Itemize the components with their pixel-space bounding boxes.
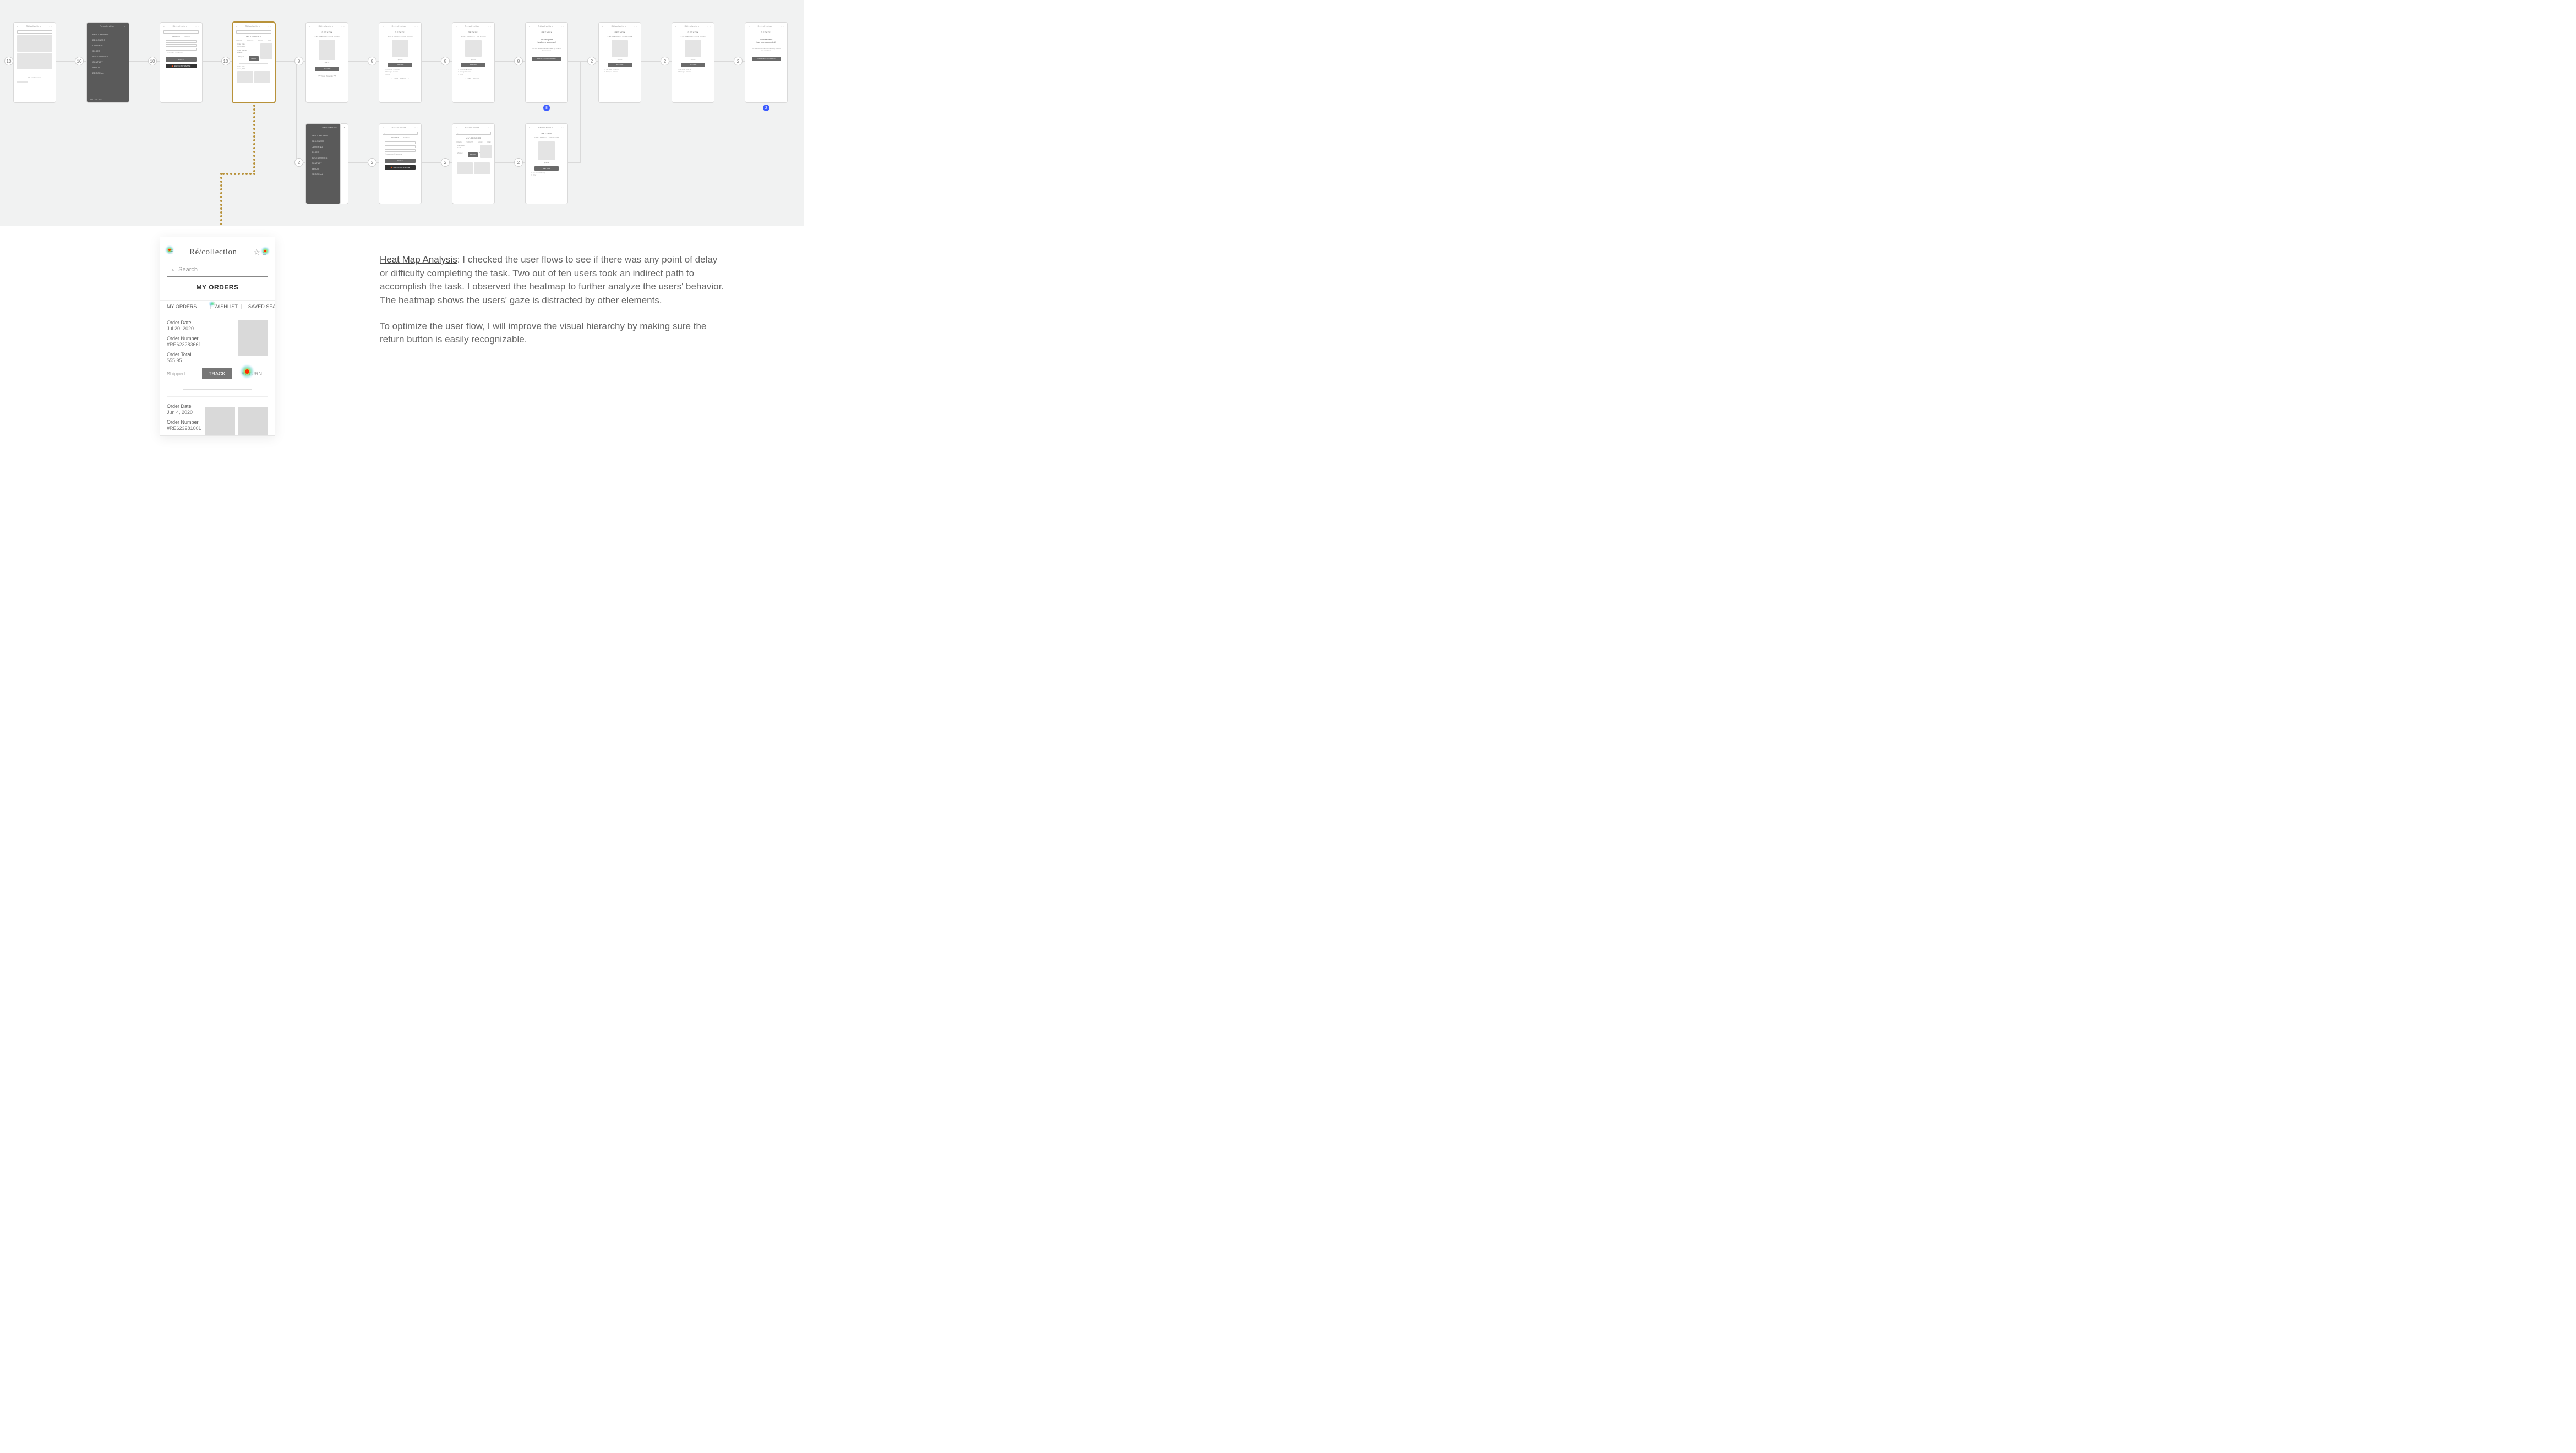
flow-screen-return-2: ≡Ré/collection☆ ⌂ RETURN STEP 1 REASON —… bbox=[379, 22, 422, 103]
flow-count-badge: 2 bbox=[368, 158, 376, 167]
flow-end-pin: 8 bbox=[543, 105, 550, 111]
flow-count-badge: 10 bbox=[221, 57, 230, 65]
connector bbox=[296, 62, 297, 163]
flow-screen-return-3: ≡Ré/collection☆ ⌂ RETURN STEP 1 REASON —… bbox=[452, 22, 495, 103]
header-icons[interactable]: ☆ ⌂ bbox=[253, 248, 267, 257]
flow-screen-auth-2: ≡Ré/collection☆ ⌂ ⌕ REGISTER SIGN IN ☐ r… bbox=[379, 123, 422, 204]
order-thumbnail bbox=[238, 320, 268, 356]
search-icon: ⌕ bbox=[172, 266, 175, 274]
flow-screen-auth: ≡Ré/collection☆ ⌂ ⌕ REGISTER SIGN IN ☐ r… bbox=[160, 22, 203, 103]
flow-count-badge: 2 bbox=[294, 158, 303, 167]
order-card: Order Date Jul 20, 2020 Order Number #RE… bbox=[167, 313, 268, 397]
flow-count-badge: 8 bbox=[514, 57, 523, 65]
flow-count-badge: 2 bbox=[587, 57, 596, 65]
analysis-text: Heat Map Analysis: I checked the user fl… bbox=[380, 237, 727, 347]
flow-screen-accepted-1: ≡Ré/collection☆ ⌂ RETURN Your request ha… bbox=[525, 22, 568, 103]
flow-count-badge: 8 bbox=[441, 57, 450, 65]
flow-screen-accepted-2: ≡Ré/collection☆ ⌂ RETURN Your request ha… bbox=[745, 22, 788, 103]
brand-logo: Ré/collection bbox=[173, 248, 253, 257]
page-title: MY ORDERS bbox=[167, 283, 268, 291]
brand-mini: Ré/collection bbox=[26, 25, 41, 28]
flow-screen-menu-2: Ré/collection NEW ARRIVALS DESIGNERS CLO… bbox=[305, 123, 341, 204]
account-tabs: MY ORDERS WISHLIST SAVED SEARCH PREFER bbox=[160, 300, 275, 313]
tab-wishlist[interactable]: WISHLIST bbox=[211, 304, 242, 309]
flow-screen-return-1: ≡Ré/collection☆ ⌂ RETURN STEP 1 REASON —… bbox=[305, 22, 348, 103]
menu-list: NEW ARRIVALS DESIGNERS CLOTHING SHOES AC… bbox=[89, 29, 127, 82]
analysis-heading: Heat Map Analysis bbox=[380, 254, 457, 265]
flow-screen-return-r2: ≡Ré/collection☆ ⌂ RETURN STEP 1 REASON —… bbox=[525, 123, 568, 204]
phone-mockup: ≡ Ré/collection ☆ ⌂ ⌕ Search MY ORDERS M… bbox=[160, 237, 275, 436]
search-input[interactable]: ⌕ Search bbox=[167, 263, 268, 277]
order-card: Order Date Jun 4, 2020 Order Number #RE6… bbox=[167, 397, 268, 431]
hamburger-icon[interactable]: ≡ bbox=[168, 247, 173, 257]
flow-screen-orders-2: ≡Ré/collection☆ ⌂ ⌕ MY ORDERS ORDERSWISH… bbox=[452, 123, 495, 204]
flow-screen-my-orders: ≡Ré/collection☆ ⌂ ⌕ MY ORDERS ORDERSWISH… bbox=[232, 22, 275, 103]
tab-saved-search[interactable]: SAVED SEARCH bbox=[242, 304, 275, 309]
flow-count-badge: 10 bbox=[148, 57, 157, 65]
user-flow-map: ≡Ré/collection☆ ⌂ ⌕ We care for women Ré… bbox=[0, 0, 804, 226]
flow-count-badge: 10 bbox=[75, 57, 84, 65]
flow-end-pin: 2 bbox=[763, 105, 769, 111]
connector bbox=[580, 62, 581, 163]
flow-count-badge: 2 bbox=[441, 158, 450, 167]
return-button[interactable]: RETURN bbox=[236, 368, 269, 379]
order-status: Shipped bbox=[167, 371, 199, 376]
flow-count-badge: 8 bbox=[368, 57, 376, 65]
search-placeholder: Search bbox=[178, 266, 198, 273]
order-total: $55.95 bbox=[167, 358, 268, 363]
flow-screen-menu: Ré/collection✕ NEW ARRIVALS DESIGNERS CL… bbox=[86, 22, 129, 103]
flow-screen-return-5: ≡Ré/collection☆ ⌂ RETURN STEP 1 REASON —… bbox=[672, 22, 714, 103]
track-button[interactable]: TRACK bbox=[202, 368, 232, 379]
tab-my-orders[interactable]: MY ORDERS bbox=[160, 304, 211, 309]
order-thumbnail bbox=[205, 407, 235, 436]
flow-count-badge: 2 bbox=[734, 57, 743, 65]
flow-count-badge: 8 bbox=[294, 57, 303, 65]
flow-screen-home: ≡Ré/collection☆ ⌂ ⌕ We care for women bbox=[13, 22, 56, 103]
flow-screen-return-4: ≡Ré/collection☆ ⌂ RETURN STEP 1 REASON —… bbox=[598, 22, 641, 103]
flow-count-badge: 2 bbox=[661, 57, 669, 65]
flow-count-badge: 10 bbox=[4, 57, 13, 65]
order-thumbnail bbox=[238, 407, 268, 436]
flow-count-badge: 2 bbox=[514, 158, 523, 167]
